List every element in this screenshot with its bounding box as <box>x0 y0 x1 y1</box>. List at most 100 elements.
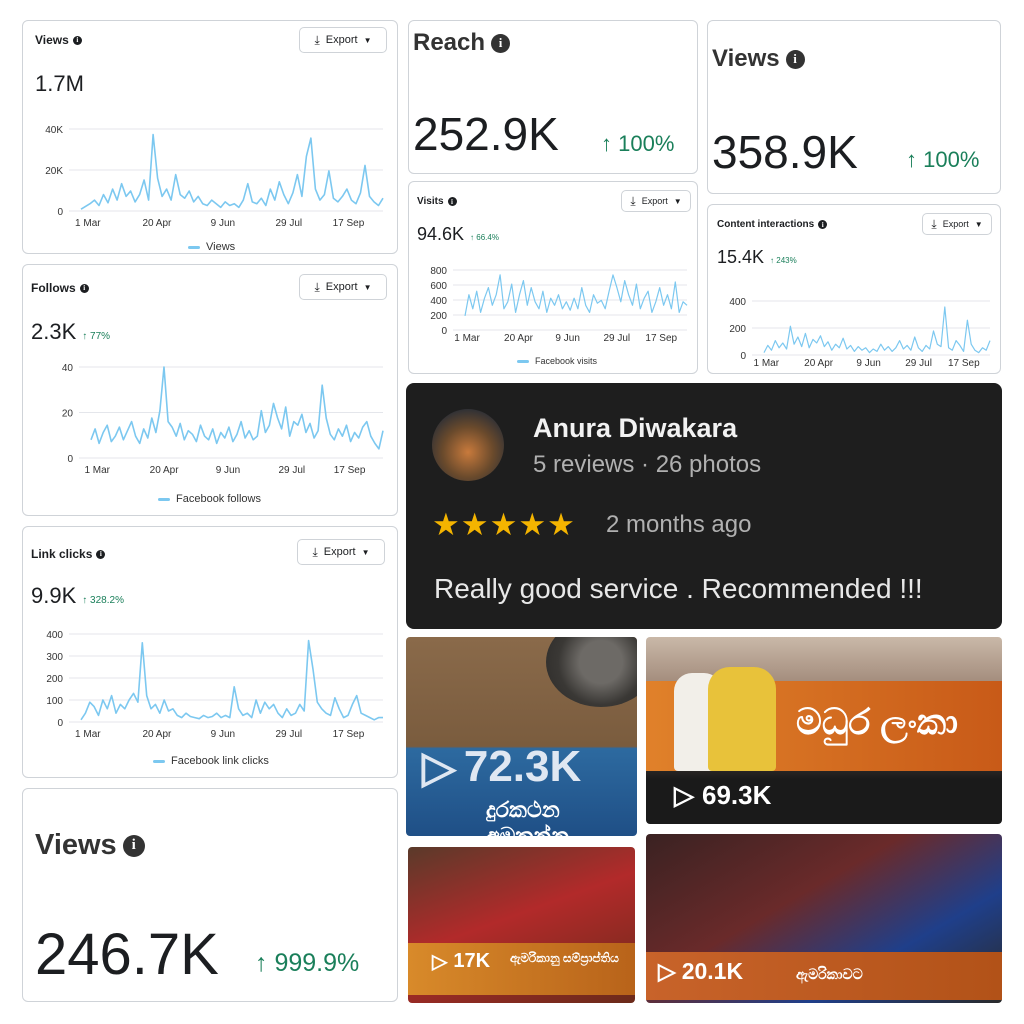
y-tick-label: 200 <box>430 311 447 322</box>
video-thumbnail[interactable]: මධුර ලංකා ▷ 69.3K <box>646 637 1002 824</box>
y-tick-label: 300 <box>46 652 63 663</box>
change-badge: ↑ 243% <box>770 256 797 265</box>
caret-down-icon: ▼ <box>673 196 682 206</box>
x-tick-label: 20 Apr <box>804 358 834 369</box>
download-icon: ⤓ <box>314 279 320 294</box>
series-line[interactable] <box>763 306 991 354</box>
export-button[interactable]: ⤓ Export ▼ <box>299 274 387 300</box>
review-time: 2 months ago <box>606 511 752 538</box>
video-thumbnail[interactable]: ▷ 17K ඇමරිකානු සම්ප්‍රාප්තිය <box>408 847 635 1003</box>
info-icon[interactable]: i <box>79 283 89 293</box>
info-icon[interactable]: i <box>491 33 511 53</box>
x-tick-label: 20 Apr <box>504 333 534 344</box>
info-icon[interactable]: i <box>72 35 82 45</box>
y-tick-label: 0 <box>57 207 63 218</box>
export-button[interactable]: ⤓ Export ▼ <box>297 539 385 565</box>
x-tick-label: 1 Mar <box>75 729 101 740</box>
views-hero-card-bottom: Views i 246.7K ↑ 999.9% <box>22 788 398 1002</box>
download-icon: ⤓ <box>630 193 636 208</box>
x-tick-label: 9 Jun <box>211 729 235 740</box>
y-tick-label: 20K <box>45 166 63 177</box>
export-button[interactable]: ⤓ Export ▼ <box>299 27 387 53</box>
series-line[interactable] <box>80 133 384 210</box>
play-icon: ▷ <box>422 742 456 792</box>
export-button[interactable]: ⤓ Export ▼ <box>621 190 691 212</box>
card-title: Reach i <box>413 29 511 57</box>
metric-value: 1.7M <box>35 71 84 96</box>
video-overlay-text: ඇමරිකානු සම්ප්‍රාප්තිය <box>510 951 619 965</box>
x-tick-label: 9 Jun <box>856 358 880 369</box>
views-chart-card: Views i ⤓ Export ▼ 1.7M 40K 20K 0 1 Mar 20 Apr 9… <box>22 20 398 254</box>
person-center <box>708 667 776 771</box>
card-title: Content interactions i <box>717 219 828 230</box>
chart-legend: Facebook link clicks <box>153 755 269 767</box>
legend-swatch <box>188 245 200 249</box>
video-overlay-text: දුරකථන අමතන්න <box>486 797 569 836</box>
x-tick-label: 9 Jun <box>211 218 235 229</box>
caret-down-icon: ▼ <box>363 35 372 45</box>
x-tick-label: 1 Mar <box>753 358 779 369</box>
legend-swatch <box>153 759 165 763</box>
change-badge: ↑ 77% <box>82 331 111 342</box>
video-thumbnail[interactable]: ▷ 72.3K දුරකථන අමතන්න <box>406 637 637 836</box>
view-count: ▷ 20.1K <box>658 957 744 984</box>
caret-down-icon: ▼ <box>974 219 983 229</box>
tire-graphic <box>546 637 637 707</box>
x-tick-label: 29 Jul <box>603 333 630 344</box>
x-tick-label: 20 Apr <box>142 729 172 740</box>
download-icon: ⤓ <box>312 544 318 559</box>
view-count: ▷ 69.3K <box>674 779 772 810</box>
x-tick-label: 1 Mar <box>75 218 101 229</box>
series-line[interactable] <box>464 274 688 317</box>
export-button[interactable]: ⤓ Export ▼ <box>922 213 992 235</box>
visits-line-chart: 800 600 400 200 0 1 Mar 20 Apr 9 Jun 29 Jul 17 Se… <box>430 266 688 344</box>
card-title: Link clicks i <box>31 547 106 561</box>
change-badge: ↑ 328.2% <box>82 595 124 606</box>
avatar[interactable] <box>432 409 504 481</box>
link-clicks-chart-card: Link clicks i ⤓ Export ▼ 9.9K ↑ 328.2% 400 30… <box>22 526 398 778</box>
follows-line-chart: 40 20 0 1 Mar 20 Apr 9 Jun 29 Jul 17 Sep <box>62 363 384 476</box>
change-badge: ↑ 100% <box>906 147 980 172</box>
x-tick-label: 17 Sep <box>948 358 980 369</box>
y-tick-label: 0 <box>740 351 746 362</box>
follows-chart-card: Follows i ⤓ Export ▼ 2.3K ↑ 77% 40 20 0 1 Mar 20… <box>22 264 398 516</box>
y-tick-label: 800 <box>430 266 447 277</box>
view-count: ▷ 17K <box>432 949 491 973</box>
x-tick-label: 17 Sep <box>333 729 365 740</box>
views-line-chart: 40K 20K 0 1 Mar 20 Apr 9 Jun 29 Jul 17 Sep <box>45 125 384 229</box>
play-icon: ▷ <box>658 957 676 984</box>
series-line[interactable] <box>80 639 383 721</box>
x-tick-label: 29 Jul <box>275 218 302 229</box>
x-tick-label: 29 Jul <box>275 729 302 740</box>
y-tick-label: 40 <box>62 363 74 374</box>
y-tick-label: 400 <box>430 296 447 307</box>
card-title: Views i <box>35 33 82 47</box>
info-icon[interactable]: i <box>785 49 805 69</box>
content-interactions-chart-card: Content interactions i ⤓ Export ▼ 15.4K ↑ 24… <box>707 204 1001 374</box>
reviewer-name[interactable]: Anura Diwakara <box>533 413 738 443</box>
play-icon: ▷ <box>432 950 448 973</box>
video-thumbnail[interactable]: ▷ 20.1K ඇමරිකාවට <box>646 834 1002 1003</box>
x-tick-label: 1 Mar <box>454 333 480 344</box>
change-badge: ↑ 66.4% <box>470 233 499 242</box>
x-tick-label: 17 Sep <box>645 333 677 344</box>
card-title: Views i <box>35 829 145 862</box>
x-tick-label: 17 Sep <box>333 218 365 229</box>
info-icon[interactable]: i <box>818 220 828 229</box>
view-count: ▷ 72.3K <box>422 742 582 792</box>
x-tick-label: 20 Apr <box>150 465 180 476</box>
link-clicks-line-chart: 400 300 200 100 0 1 Mar 20 Apr 9 Jun 29 Jul 17 Se… <box>46 630 383 740</box>
interactions-line-chart: 400 200 0 1 Mar 20 Apr 9 Jun 29 Jul 17 Sep <box>729 297 991 369</box>
change-badge: ↑ 100% <box>601 131 675 156</box>
video-overlay-text: මධුර ලංකා <box>796 701 958 742</box>
reviewer-meta: 5 reviews · 26 photos <box>533 451 762 478</box>
info-icon[interactable]: i <box>447 197 457 206</box>
series-line[interactable] <box>90 366 384 450</box>
y-tick-label: 400 <box>729 297 746 308</box>
info-icon[interactable]: i <box>122 834 145 857</box>
info-icon[interactable]: i <box>96 549 106 559</box>
review-card: Anura Diwakara 5 reviews · 26 photos ★★★… <box>406 383 1002 629</box>
y-tick-label: 0 <box>441 326 447 337</box>
reach-hero-card: Reach i 252.9K ↑ 100% <box>408 20 698 174</box>
video-overlay-text: ඇමරිකාවට <box>796 966 863 982</box>
